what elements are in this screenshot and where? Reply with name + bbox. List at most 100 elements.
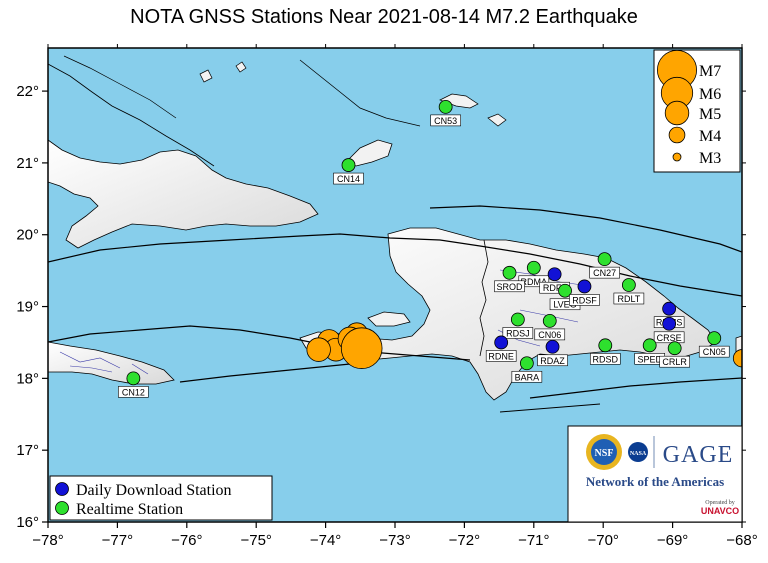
station-marker-rdsf bbox=[577, 279, 592, 294]
earthquake-marker bbox=[732, 349, 742, 368]
station-marker-bara bbox=[519, 356, 534, 371]
x-tick-label: −71° bbox=[518, 532, 549, 549]
y-tick-label: 18° bbox=[16, 370, 39, 387]
gonave-island bbox=[367, 311, 411, 327]
station-label-box bbox=[118, 386, 149, 398]
unavco-logo-text: UNAVCO bbox=[701, 506, 739, 516]
turks-caicos-islands bbox=[439, 93, 479, 109]
station-label-box bbox=[430, 114, 461, 127]
small-cay-2 bbox=[235, 61, 247, 73]
station-label-box bbox=[537, 354, 568, 367]
magnitude-legend-label: M6 bbox=[699, 86, 721, 103]
realtime-station-legend-marker bbox=[55, 501, 69, 515]
mayaguana-island bbox=[487, 113, 507, 127]
station-label-box bbox=[485, 350, 517, 362]
station-marker-srod bbox=[502, 265, 517, 280]
station-label-lveg: LVEG bbox=[553, 300, 576, 310]
cuba-north-coastline bbox=[48, 63, 215, 167]
station-marker-cn27 bbox=[597, 252, 612, 267]
station-marker-rdf2 bbox=[547, 267, 562, 282]
daily-station-legend-label: Daily Download Station bbox=[76, 482, 232, 499]
station-label-box bbox=[333, 172, 364, 185]
haiti-dr-border bbox=[479, 239, 489, 357]
network-of-americas-text: Network of the Americas bbox=[586, 474, 724, 489]
station-marker-rdlt bbox=[621, 278, 636, 292]
earthquake-layer bbox=[306, 322, 742, 369]
station-label-cn05: CN05 bbox=[703, 347, 726, 357]
daily-station-legend-marker bbox=[55, 482, 69, 496]
nsf-logo: NSF bbox=[586, 434, 622, 470]
y-tick-label: 19° bbox=[16, 299, 39, 316]
y-tick-label: 16° bbox=[16, 514, 39, 531]
jamaica-rivers bbox=[59, 351, 149, 375]
station-label-cn27: CN27 bbox=[593, 268, 616, 278]
gage-logo-block: NSF NASA GAGE Network of the Americas Op… bbox=[567, 425, 743, 523]
station-marker-cn05 bbox=[707, 331, 722, 346]
station-marker-cn14 bbox=[341, 158, 356, 172]
great-inagua-island bbox=[345, 139, 393, 167]
station-label-sped: SPED bbox=[637, 354, 662, 364]
magnitude-legend: M7 M6 M5 M4 M3 bbox=[653, 49, 741, 173]
realtime-station-legend-label: Realtime Station bbox=[76, 501, 183, 518]
operated-by-text: Operated by bbox=[705, 500, 735, 506]
fault-line-north bbox=[48, 233, 742, 297]
x-tick-label: −73° bbox=[379, 532, 410, 549]
magnitude-legend-label: M5 bbox=[699, 106, 721, 123]
station-label-box bbox=[698, 345, 730, 358]
x-tick-label: −76° bbox=[171, 532, 202, 549]
y-tick-label: 20° bbox=[16, 227, 39, 244]
magnitude-legend-marker bbox=[672, 152, 682, 162]
station-marker-cn12 bbox=[126, 371, 141, 386]
fault-line-trench bbox=[429, 205, 742, 253]
station-label-rdsd: RDSD bbox=[593, 354, 619, 364]
station-marker-rdaz bbox=[545, 339, 560, 354]
earthquake-marker bbox=[306, 337, 331, 362]
station-label-crse: CRSE bbox=[657, 333, 682, 343]
station-label-crlr: CRLR bbox=[662, 357, 687, 367]
station-marker-cn06 bbox=[542, 314, 557, 328]
nasa-logo-text: NASA bbox=[630, 451, 647, 457]
jamaica-landmass bbox=[48, 341, 175, 385]
station-marker-rdms bbox=[662, 301, 677, 316]
x-tick-label: −72° bbox=[449, 532, 480, 549]
bahamas-shoal-line bbox=[63, 55, 177, 119]
fault-line-muertos bbox=[529, 377, 742, 399]
station-marker-rdma bbox=[526, 260, 541, 275]
station-label-cn14: CN14 bbox=[337, 174, 360, 184]
magnitude-legend-label: M3 bbox=[699, 150, 721, 167]
y-tick-label: 17° bbox=[16, 442, 39, 459]
station-marker-lveg bbox=[558, 283, 572, 298]
station-marker-sped bbox=[642, 338, 657, 353]
station-label-cn53: CN53 bbox=[434, 116, 457, 126]
station-marker-rdne bbox=[494, 335, 509, 350]
magnitude-legend-marker bbox=[664, 100, 690, 126]
station-label-rdf2: RDF2 bbox=[543, 283, 567, 293]
y-tick-label: 21° bbox=[16, 155, 39, 172]
station-marker-crlr bbox=[667, 341, 682, 356]
cuba-landmass bbox=[48, 139, 319, 249]
x-tick-label: −77° bbox=[102, 532, 133, 549]
station-label-box bbox=[589, 353, 621, 365]
magnitude-legend-marker bbox=[668, 126, 686, 144]
fault-line-muertos-2 bbox=[499, 403, 601, 413]
station-label-rdaz: RDAZ bbox=[540, 356, 565, 366]
map-axes: −78° −77° −76° −75° −74° −73° −72° −71° −70° −69°… bbox=[16, 44, 758, 549]
x-tick-label: −68° bbox=[726, 532, 757, 549]
earthquake-marker bbox=[340, 327, 383, 369]
magnitude-legend-label: M4 bbox=[699, 128, 721, 145]
station-marker-cn53 bbox=[438, 99, 453, 114]
fault-line-southwest bbox=[179, 363, 351, 383]
magnitude-legend-label: M7 bbox=[699, 63, 721, 80]
station-label-cn06: CN06 bbox=[538, 330, 561, 340]
station-label-box bbox=[569, 294, 600, 306]
station-label-cn12: CN12 bbox=[122, 387, 145, 397]
nsf-logo-text: NSF bbox=[595, 448, 614, 459]
station-marker-rdsj bbox=[510, 312, 525, 327]
small-cay-1 bbox=[199, 69, 213, 83]
station-label-bara: BARA bbox=[515, 372, 540, 382]
station-label-rdlt: RDLT bbox=[617, 294, 640, 304]
station-marker-crse bbox=[662, 316, 677, 331]
y-tick-label: 22° bbox=[16, 83, 39, 100]
station-label-box bbox=[511, 370, 543, 383]
